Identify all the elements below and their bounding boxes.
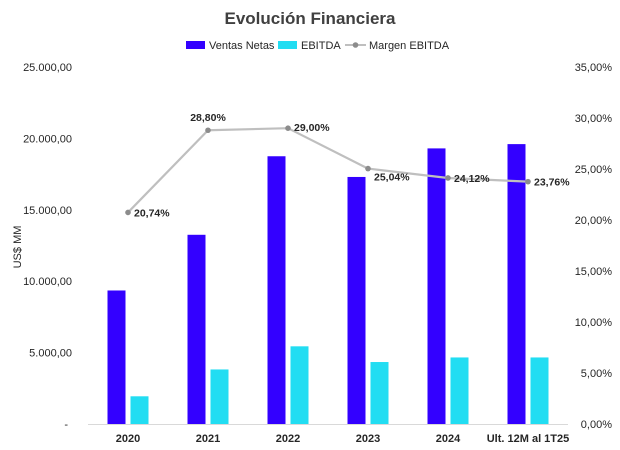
data-label-margen-ebitda: 24,12% — [454, 173, 490, 185]
y2-axis-tick-label: 25,00% — [575, 164, 613, 176]
marker-margen-ebitda — [205, 127, 211, 134]
x-axis-tick-label: Ult. 12M al 1T25 — [487, 433, 570, 445]
data-label-margen-ebitda: 25,04% — [374, 172, 410, 184]
y2-axis-tick-label: 20,00% — [575, 215, 613, 227]
bar-ventas-netas — [107, 290, 126, 424]
y-axis-tick-label: 20.000,00 — [23, 133, 72, 145]
marker-margen-ebitda — [125, 209, 131, 216]
marker-margen-ebitda — [365, 165, 371, 172]
bar-ebitda — [290, 346, 309, 424]
y-axis-tick-label: 25.000,00 — [23, 62, 72, 74]
x-axis-tick-label: 2024 — [436, 433, 461, 445]
bar-ventas-netas — [267, 156, 286, 424]
y2-axis-tick-label: 30,00% — [575, 113, 613, 125]
data-label-margen-ebitda: 23,76% — [534, 177, 570, 189]
legend-label-ventas-netas: Ventas Netas — [209, 40, 275, 52]
y2-axis-tick-label: 35,00% — [575, 62, 613, 74]
legend-marker-margen-ebitda — [352, 42, 359, 48]
y2-axis-tick-label: 15,00% — [575, 266, 613, 278]
marker-margen-ebitda — [285, 125, 291, 131]
bar-ebitda — [370, 362, 389, 424]
y2-axis-tick-label: 10,00% — [575, 317, 613, 329]
bar-ebitda — [130, 396, 149, 424]
chart-title: Evolución Financiera — [225, 9, 397, 28]
x-axis-tick-label: 2023 — [356, 433, 380, 445]
y-axis-title: US$ MM — [12, 226, 24, 269]
y-axis-tick-label: 15.000,00 — [23, 205, 72, 217]
legend-label-margen-ebitda: Margen EBITDA — [369, 40, 450, 52]
y-axis-tick-label: - — [64, 419, 68, 431]
line-margen-ebitda — [127, 127, 529, 214]
data-label-margen-ebitda: 28,80% — [190, 112, 226, 124]
marker-margen-ebitda — [525, 178, 531, 185]
x-axis-tick-label: 2022 — [276, 433, 300, 445]
x-axis-tick-label: 2021 — [196, 433, 220, 445]
bar-ebitda — [530, 357, 549, 424]
bar-ventas-netas — [187, 234, 206, 424]
y-axis-tick-label: 5.000,00 — [29, 348, 72, 360]
y2-axis-tick-label: 5,00% — [581, 368, 612, 380]
legend-swatch-ventas-netas — [186, 41, 205, 49]
legend-label-ebitda: EBITDA — [301, 40, 341, 52]
legend-swatch-ebitda — [278, 41, 297, 49]
x-axis-tick-label: 2020 — [116, 433, 140, 445]
bar-ebitda — [210, 369, 229, 424]
data-label-margen-ebitda: 20,74% — [134, 207, 170, 219]
bar-ventas-netas — [507, 144, 526, 424]
bar-ventas-netas — [347, 176, 366, 424]
marker-margen-ebitda — [445, 175, 451, 181]
y2-axis-tick-label: 0,00% — [581, 419, 612, 431]
y-axis-tick-label: 10.000,00 — [23, 276, 72, 288]
bar-ventas-netas — [427, 148, 446, 424]
data-label-margen-ebitda: 29,00% — [294, 122, 330, 134]
bar-ebitda — [450, 357, 469, 424]
